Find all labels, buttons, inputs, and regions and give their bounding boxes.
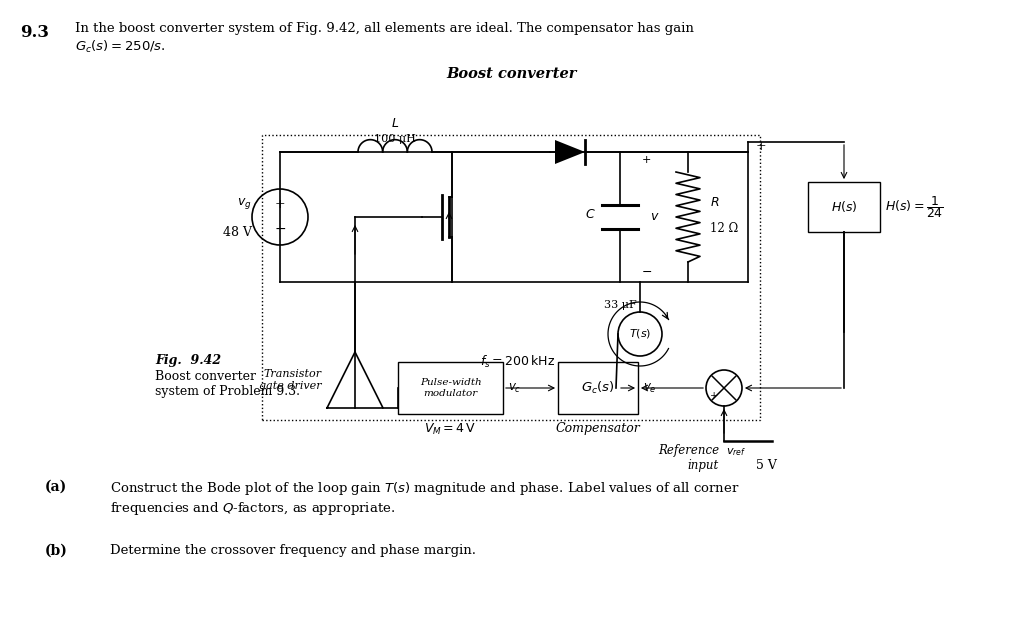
Text: 48 V: 48 V	[223, 226, 252, 238]
Text: $T(s)$: $T(s)$	[629, 328, 651, 340]
Text: $v$: $v$	[650, 210, 659, 223]
Text: Fig.  9.42: Fig. 9.42	[155, 354, 221, 367]
Text: 5 V: 5 V	[756, 459, 777, 472]
Text: frequencies and $Q$-factors, as appropriate.: frequencies and $Q$-factors, as appropri…	[110, 500, 395, 517]
Polygon shape	[555, 140, 585, 164]
Text: Boost converter
system of Problem 9.3.: Boost converter system of Problem 9.3.	[155, 370, 300, 398]
Text: $f_s = 200\,\mathrm{kHz}$: $f_s = 200\,\mathrm{kHz}$	[480, 354, 556, 370]
Text: Pulse-width
modulator: Pulse-width modulator	[420, 378, 481, 397]
Text: +: +	[642, 155, 651, 165]
Bar	[558, 362, 638, 414]
Text: $v_e$: $v_e$	[643, 381, 656, 394]
Text: +: +	[274, 198, 286, 211]
Text: In the boost converter system of Fig. 9.42, all elements are ideal. The compensa: In the boost converter system of Fig. 9.…	[75, 22, 694, 35]
Text: Reference
input: Reference input	[657, 444, 719, 472]
Bar	[398, 362, 503, 414]
Text: +: +	[756, 141, 767, 154]
Text: 33 μF: 33 μF	[603, 300, 636, 310]
Text: Determine the crossover frequency and phase margin.: Determine the crossover frequency and ph…	[110, 544, 476, 557]
Text: $G_c(s) = 250/s$.: $G_c(s) = 250/s$.	[75, 39, 166, 55]
Text: (a): (a)	[45, 480, 68, 494]
Text: $H(s)$: $H(s)$	[830, 200, 857, 215]
Text: 100 μH: 100 μH	[374, 134, 416, 144]
Text: $v_{ref}$: $v_{ref}$	[726, 446, 746, 458]
Bar	[262, 135, 760, 420]
Text: $L$: $L$	[391, 117, 399, 130]
Text: $H(s) = \dfrac{1}{24}$: $H(s) = \dfrac{1}{24}$	[885, 194, 944, 220]
Text: Boost converter: Boost converter	[446, 67, 578, 81]
Text: $C$: $C$	[585, 208, 595, 221]
Bar	[808, 182, 880, 232]
Text: −: −	[642, 266, 652, 279]
Text: 12 Ω: 12 Ω	[710, 223, 738, 236]
Text: Compensator: Compensator	[556, 422, 640, 435]
Text: $v_c$: $v_c$	[508, 381, 521, 394]
Text: $V_M = 4\,\mathrm{V}$: $V_M = 4\,\mathrm{V}$	[424, 422, 476, 437]
Text: $v_g$: $v_g$	[238, 197, 252, 211]
Text: Construct the Bode plot of the loop gain $T(s)$ magnitude and phase. Label value: Construct the Bode plot of the loop gain…	[110, 480, 739, 497]
Text: −: −	[274, 222, 286, 236]
Text: 9.3: 9.3	[20, 24, 49, 41]
Text: (b): (b)	[45, 544, 68, 558]
Text: Transistor
gate driver: Transistor gate driver	[259, 369, 322, 391]
Text: $R$: $R$	[710, 195, 720, 208]
Text: $G_c(s)$: $G_c(s)$	[581, 380, 614, 396]
Text: +: +	[710, 391, 718, 401]
